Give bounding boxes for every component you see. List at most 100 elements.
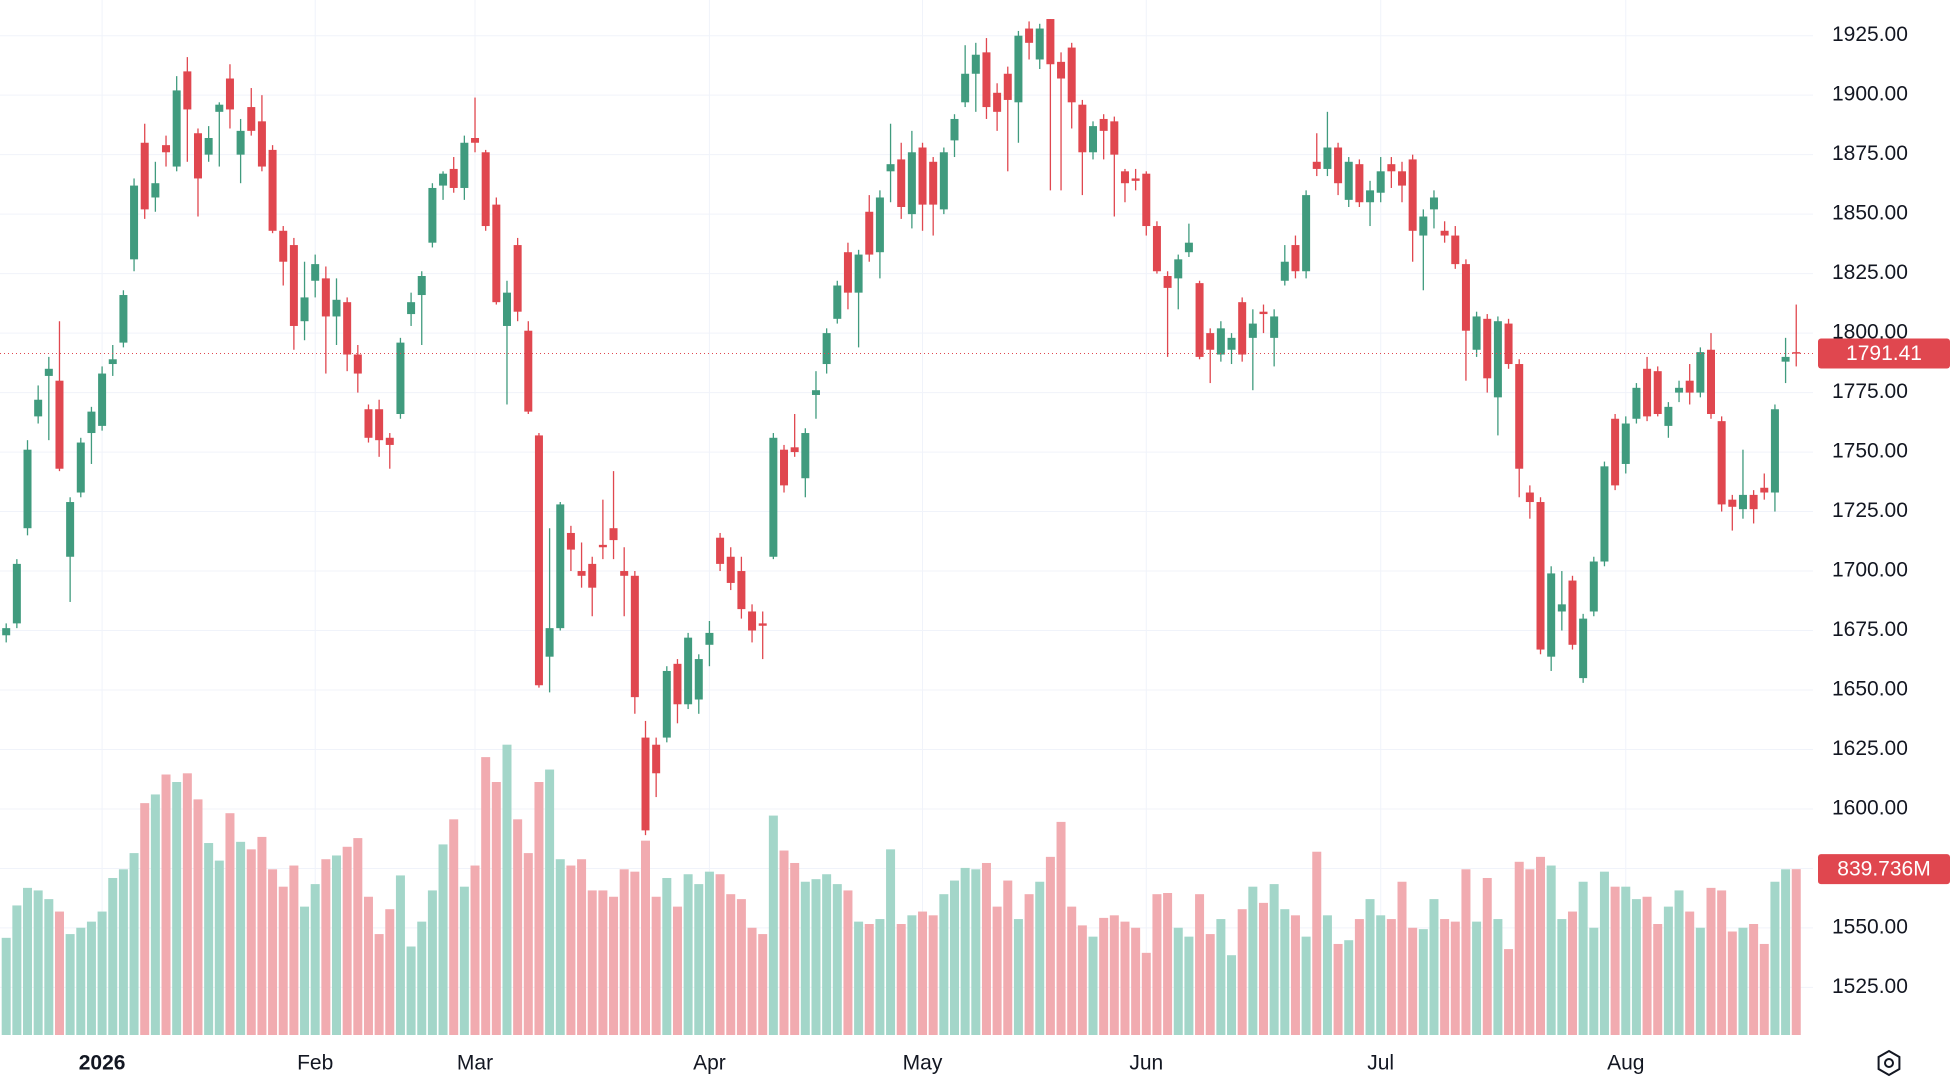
volume-bar	[1376, 915, 1386, 1035]
candle-body	[662, 670, 671, 738]
candle-body	[1472, 316, 1481, 350]
volume-bar	[1781, 869, 1791, 1035]
candle-body	[481, 152, 490, 227]
volume-bar	[1504, 949, 1514, 1035]
volume-bar	[86, 921, 96, 1035]
candle-body	[865, 211, 874, 255]
volume-bar	[1120, 921, 1130, 1035]
y-tick-label: 1800.00	[1832, 321, 1908, 344]
volume-bar	[939, 894, 949, 1035]
y-tick-label: 1600.00	[1832, 797, 1908, 820]
candle-body	[1621, 423, 1630, 464]
volume-bar	[1067, 906, 1077, 1035]
candle-body	[1675, 387, 1684, 393]
candle-body	[439, 173, 448, 186]
candle-body	[1419, 216, 1428, 236]
candle-body	[993, 92, 1002, 112]
candle-body	[311, 264, 320, 281]
volume-bar	[864, 924, 874, 1035]
candle-body	[289, 245, 298, 326]
volume-bar	[534, 782, 544, 1035]
candle-body	[1579, 618, 1588, 679]
settings-icon[interactable]	[1877, 1049, 1901, 1077]
candle-body	[1611, 418, 1620, 486]
volume-bar	[747, 927, 757, 1035]
candle-body	[300, 297, 309, 322]
volume-bar	[236, 841, 246, 1035]
volume-bar	[1152, 894, 1162, 1035]
candle-body	[1632, 387, 1641, 419]
volume-bar	[1195, 894, 1205, 1035]
volume-bar	[513, 819, 523, 1035]
volume-bar	[1301, 936, 1311, 1035]
x-tick-label: 2026	[79, 1052, 126, 1075]
volume-bar	[129, 853, 139, 1035]
volume-bar	[896, 924, 906, 1035]
volume-bar	[1269, 884, 1279, 1035]
volume-bar	[1099, 917, 1109, 1035]
candle-body	[950, 118, 959, 141]
volume-bar	[651, 896, 661, 1035]
volume-bar	[1258, 902, 1268, 1035]
volume-bar	[598, 890, 608, 1035]
candle-body	[801, 433, 810, 479]
volume-bar	[118, 869, 128, 1035]
candle-body	[620, 571, 629, 576]
volume-bar	[1482, 877, 1492, 1035]
volume-bar	[54, 911, 64, 1035]
volume-bar	[928, 915, 938, 1035]
candle-body	[875, 197, 884, 253]
x-tick-label: Feb	[297, 1052, 333, 1075]
candle-body	[1291, 245, 1300, 272]
candle-body	[364, 409, 373, 438]
y-tick-label: 1675.00	[1832, 618, 1908, 641]
volume-bar	[1738, 927, 1748, 1035]
candle-body	[215, 104, 224, 112]
candle-body	[236, 130, 245, 155]
y-tick-label: 1825.00	[1832, 261, 1908, 284]
candle-body	[353, 354, 362, 374]
volume-bar	[1674, 890, 1684, 1035]
candle-body	[193, 133, 202, 179]
volume-bar	[1791, 869, 1801, 1035]
candle-body	[673, 663, 682, 705]
volume-bar	[491, 782, 501, 1035]
candle-body	[822, 333, 831, 365]
candle-body	[1589, 561, 1598, 612]
y-tick-label: 1875.00	[1832, 142, 1908, 165]
volume-bar	[214, 860, 224, 1035]
candle-body	[183, 71, 192, 110]
candle-body	[1195, 283, 1204, 357]
volume-bar	[300, 906, 310, 1035]
y-tick-label: 1750.00	[1832, 440, 1908, 463]
candle-body	[279, 230, 288, 262]
candle-body	[1653, 371, 1662, 414]
candle-body	[151, 183, 160, 198]
volume-bar	[992, 906, 1002, 1035]
candle-body	[694, 659, 703, 700]
volume-bar	[1472, 921, 1482, 1035]
volume-bar	[1216, 919, 1226, 1035]
volume-bar	[65, 934, 75, 1035]
volume-bar	[1333, 943, 1343, 1035]
volume-bar	[566, 865, 576, 1035]
volume-bar	[1631, 899, 1641, 1035]
volume-bar	[268, 869, 278, 1035]
label-layer: 1525.001550.001575.001600.001625.001650.…	[0, 23, 1950, 1075]
volume-bar	[1077, 925, 1087, 1035]
candle-body	[1461, 264, 1470, 331]
candle-body	[1302, 195, 1311, 272]
volume-bar	[150, 794, 160, 1035]
volume-bar	[811, 879, 821, 1035]
candle-body	[257, 121, 266, 167]
candle-body	[1227, 337, 1236, 350]
candle-body	[1248, 323, 1257, 338]
candle-body	[12, 563, 21, 624]
candle-body	[1025, 28, 1034, 43]
volume-bar	[449, 819, 459, 1035]
candle-body	[449, 168, 458, 188]
volume-bar	[1706, 887, 1716, 1035]
candle-body	[1440, 230, 1449, 236]
candle-body	[886, 164, 895, 172]
candle-body	[1451, 235, 1460, 265]
